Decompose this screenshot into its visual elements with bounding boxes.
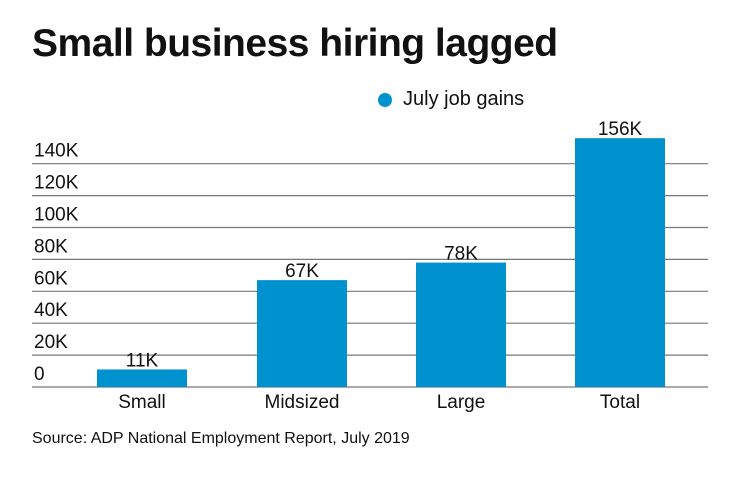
source-note: Source: ADP National Employment Report, … [32,430,410,447]
y-tick-label: 120K [34,173,79,194]
y-tick-label: 20K [34,332,68,353]
data-label: 11K [126,350,159,371]
y-tick-label: 40K [34,300,68,321]
y-tick-label: 140K [34,141,79,162]
y-tick-label: 80K [34,236,68,257]
x-tick-label: Total [600,392,640,413]
legend-swatch [378,92,392,107]
bar-large [416,262,506,387]
x-tick-label: Small [118,392,166,413]
data-label: 78K [444,244,478,265]
data-label: 67K [285,261,319,282]
x-tick-label: Large [437,392,486,413]
bar-small [97,369,187,387]
bar-total [575,138,665,387]
legend-label: July job gains [403,88,525,110]
y-tick-label: 100K [34,205,79,226]
y-tick-label: 60K [34,268,68,289]
x-tick-label: Midsized [265,392,340,413]
data-label: 156K [598,119,643,140]
bar-midsized [257,280,347,387]
chart-title: Small business hiring lagged [32,22,558,65]
y-tick-label: 0 [34,364,45,385]
legend: July job gains [378,88,524,111]
